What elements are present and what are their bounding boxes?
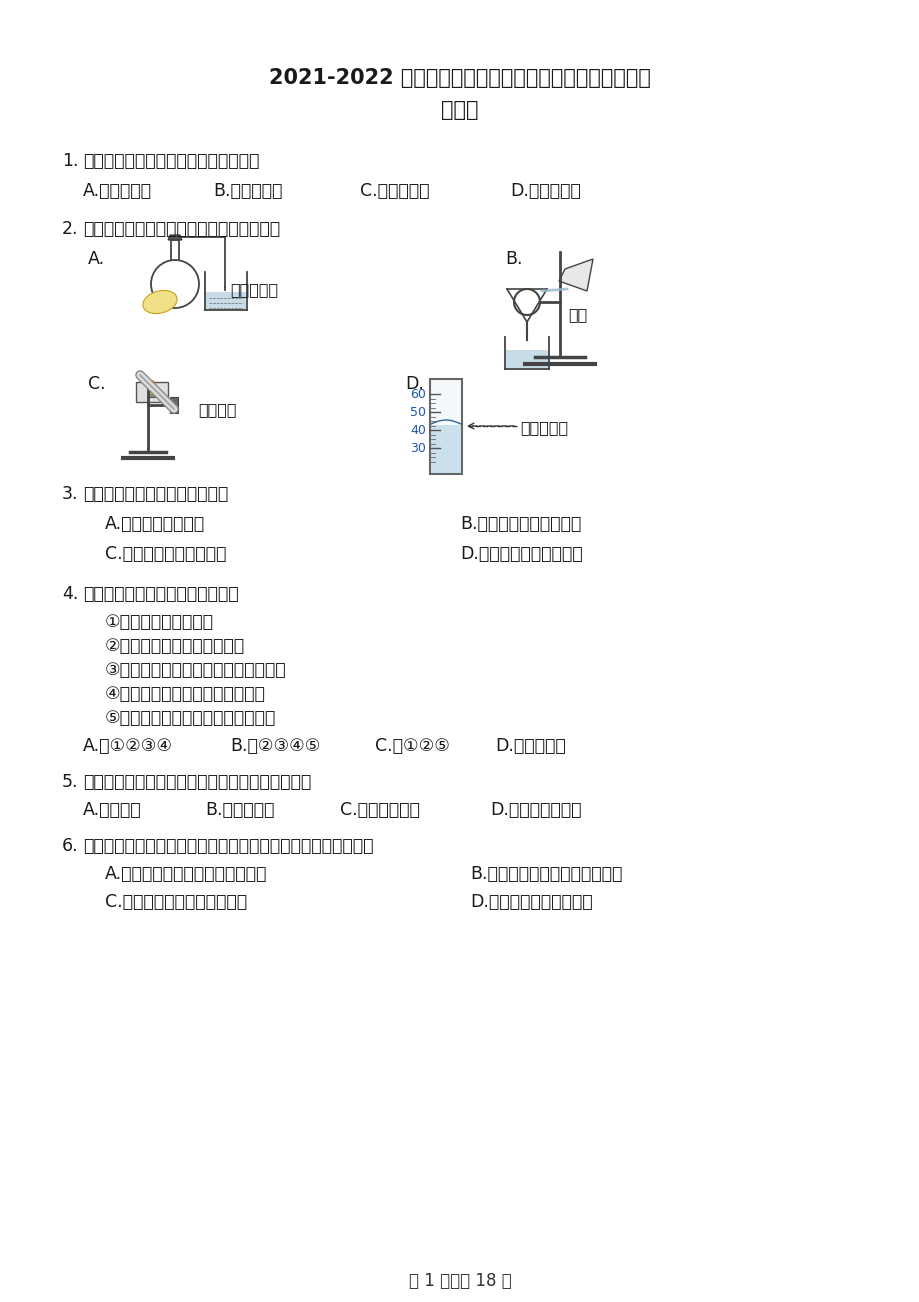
Text: B.　高锰酸鷨、二氧化锰、氮气: B. 高锰酸鷨、二氧化锰、氮气 [470,865,621,883]
Bar [430,424,460,473]
Text: 2021-2022 学年河南省周口市西华县九年级（上）期末化: 2021-2022 学年河南省周口市西华县九年级（上）期末化 [268,68,651,89]
Text: 下列各组物质，按混合物、化合物、单质顺序排列的是（　）: 下列各组物质，按混合物、化合物、单质顺序排列的是（ ） [83,837,373,855]
Text: 60: 60 [410,388,425,401]
Text: A.: A. [88,250,105,268]
Text: 5.: 5. [62,773,78,792]
Text: 造成酸雨的主要物质是（　）: 造成酸雨的主要物质是（ ） [83,486,228,503]
Text: D.　二氧化硫和二氧化氮: D. 二氧化硫和二氧化氮 [460,546,582,562]
Text: B.　②③④⑤: B. ②③④⑤ [230,737,320,755]
Text: ①水是化合物、氧化物: ①水是化合物、氧化物 [105,613,214,631]
Bar [505,350,548,368]
Text: 50: 50 [410,405,425,418]
Text: D.　大理石、臭氧、干冰: D. 大理石、臭氧、干冰 [470,893,592,911]
Ellipse shape [150,387,154,395]
Text: 下列关于水的说法确的是（　）: 下列关于水的说法确的是（ ） [83,585,238,603]
Bar [170,397,177,413]
Text: 40: 40 [410,423,425,436]
Text: 加热液体: 加热液体 [198,402,236,417]
Text: 下列各组物质中，都由分子构成的一组是（　）: 下列各组物质中，都由分子构成的一组是（ ） [83,773,311,792]
Text: C.　一氧化碳和二氧化碳: C. 一氧化碳和二氧化碳 [105,546,226,562]
Text: C.: C. [88,375,106,393]
Text: C.　菜刀生锈: C. 菜刀生锈 [359,182,429,201]
Text: B.　苹果榨汁: B. 苹果榨汁 [213,182,282,201]
Bar [148,392,156,397]
Text: 第 1 页，共 18 页: 第 1 页，共 18 页 [408,1272,511,1290]
Bar [205,292,246,310]
Text: C.　洁净的空气、氯化钓、水: C. 洁净的空气、氯化钓、水 [105,893,247,911]
Text: 30: 30 [410,441,425,454]
Bar [136,381,168,402]
Text: C.　氨、金冈石: C. 氨、金冈石 [340,801,419,819]
Text: 学试卷: 学试卷 [441,100,478,120]
Bar [429,379,461,474]
Text: A.　①②③④: A. ①②③④ [83,737,173,755]
Text: 3.: 3. [62,486,78,503]
Text: 检查气密性: 检查气密性 [230,283,278,297]
Ellipse shape [147,380,156,395]
Text: A.　甲烷和一氧化碳: A. 甲烷和一氧化碳 [105,516,205,533]
Text: D.　电灯发光: D. 电灯发光 [509,182,580,201]
Text: A.　滴水成冰: A. 滴水成冰 [83,182,152,201]
Text: A.　矿泉水、五氧化二磷、液态氧: A. 矿泉水、五氧化二磷、液态氧 [105,865,267,883]
Polygon shape [168,234,182,240]
Text: ⑤电解水的实验可证明水的元素组成: ⑤电解水的实验可证明水的元素组成 [105,710,276,727]
Text: D.　全部正确: D. 全部正确 [494,737,565,755]
Text: 2.: 2. [62,220,78,238]
Text: 下列图示的基本实验操作正确的是（　）: 下列图示的基本实验操作正确的是（ ） [83,220,279,238]
Text: ③水汽化时体积增大是因为水分子变大: ③水汽化时体积增大是因为水分子变大 [105,661,287,680]
Text: 4.: 4. [62,585,78,603]
Polygon shape [559,259,593,292]
Text: D.　氢气、氯化钓: D. 氢气、氯化钓 [490,801,581,819]
Text: B.　水、干冰: B. 水、干冰 [205,801,274,819]
Text: 1.: 1. [62,152,78,171]
Text: B.　二氧化硫和一氧化碳: B. 二氧化硫和一氧化碳 [460,516,581,533]
Ellipse shape [142,290,177,314]
Text: A.　铁、汞: A. 铁、汞 [83,801,142,819]
Text: 读液体体积: 读液体体积 [519,421,568,435]
Text: 下列过程中包含化学变化的是（　）: 下列过程中包含化学变化的是（ ） [83,152,259,171]
Text: ②加热煮永可以降低水的硬度: ②加热煮永可以降低水的硬度 [105,637,244,655]
Text: 过滤: 过滤 [567,307,586,322]
Text: ④在净水过程中明矾作消毒杀菌剂: ④在净水过程中明矾作消毒杀菌剂 [105,685,266,703]
Text: D.: D. [404,375,424,393]
Text: B.: B. [505,250,522,268]
Text: 6.: 6. [62,837,78,855]
Text: C.　①②⑤: C. ①②⑤ [375,737,449,755]
